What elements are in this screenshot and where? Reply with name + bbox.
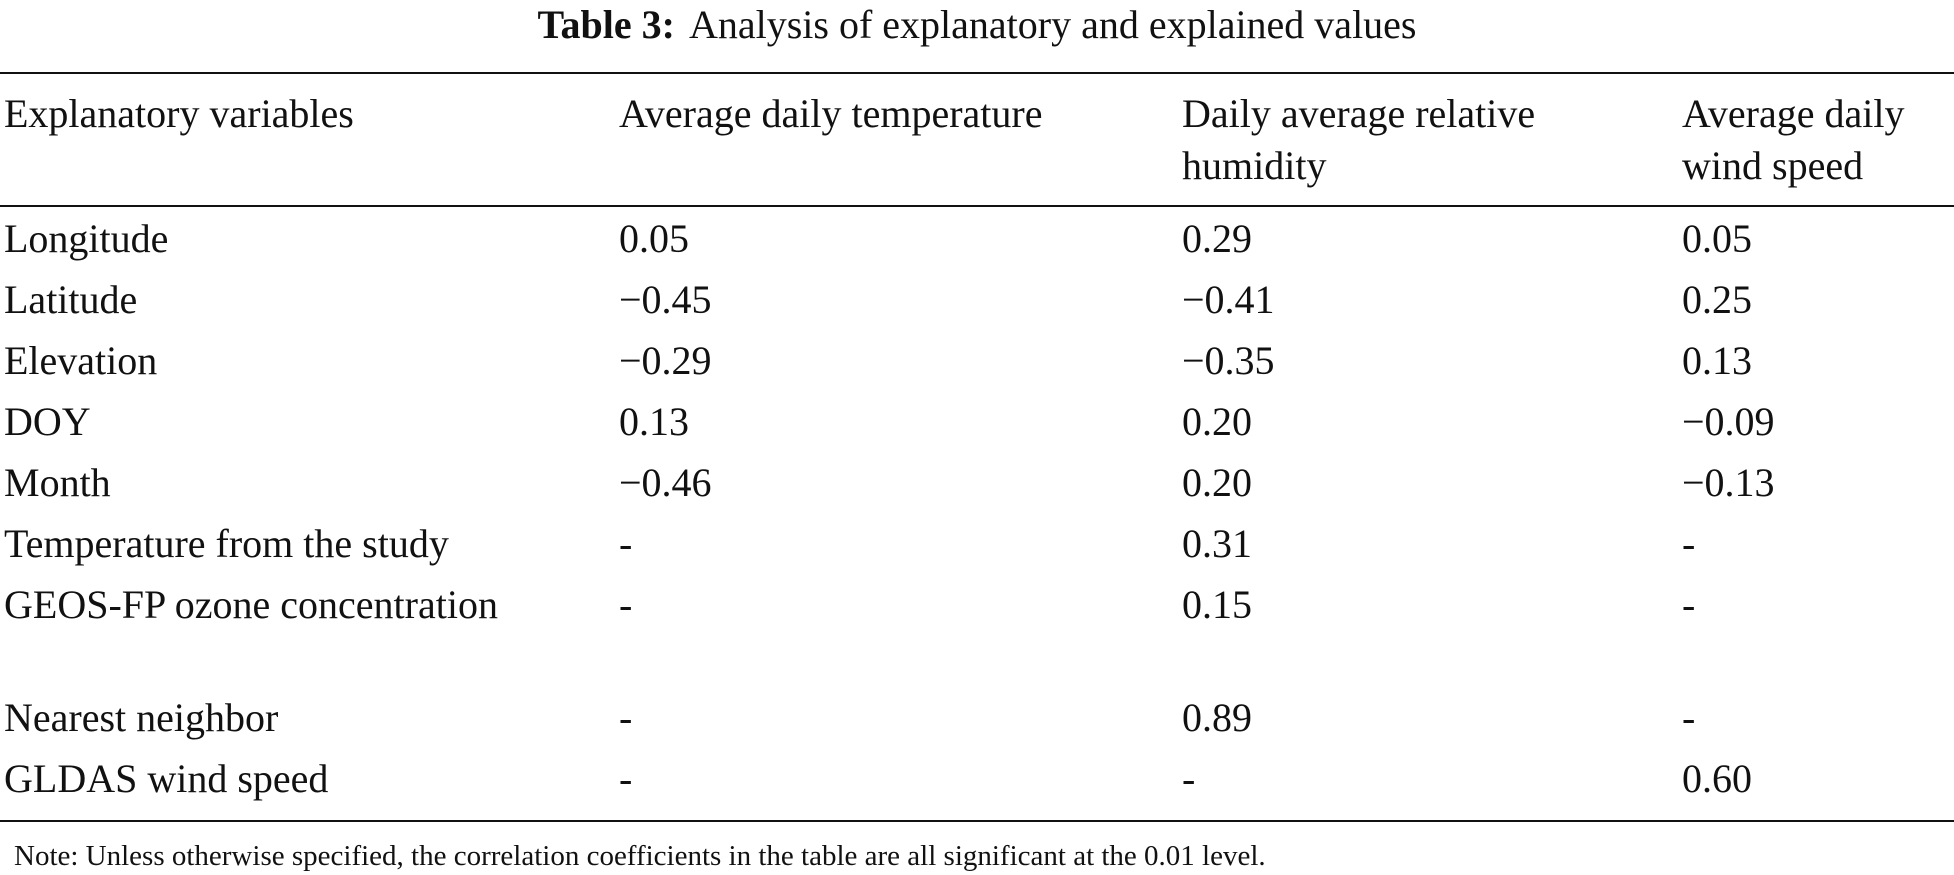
header-average-daily-wind-speed: Average daily wind speed	[1682, 91, 1905, 188]
table-row: GEOS-FP ozone concentration - 0.15 -	[0, 579, 1954, 692]
cell-humidity: −0.41	[1182, 277, 1275, 322]
cell-temperature: −0.45	[619, 277, 712, 322]
cell-wind-speed: 0.05	[1682, 216, 1752, 261]
table-row: Nearest neighbor - 0.89 -	[0, 692, 1954, 753]
table-container: Explanatory variables Average daily temp…	[0, 72, 1954, 822]
cell-humidity: 0.31	[1182, 521, 1252, 566]
header-row: Explanatory variables Average daily temp…	[0, 73, 1954, 206]
row-label: GEOS-FP ozone concentration	[4, 582, 498, 627]
row-label: Latitude	[4, 277, 138, 322]
header-average-daily-temperature: Average daily temperature	[619, 91, 1043, 136]
table-row: GLDAS wind speed - - 0.60	[0, 753, 1954, 821]
row-label: Nearest neighbor	[4, 695, 279, 740]
row-label: Month	[4, 460, 111, 505]
cell-temperature: 0.13	[619, 399, 689, 444]
table-row: Elevation −0.29 −0.35 0.13	[0, 335, 1954, 396]
header-daily-average-relative-humidity: Daily average relative humidity	[1182, 91, 1536, 188]
row-label: Longitude	[4, 216, 169, 261]
cell-humidity: 0.15	[1182, 582, 1252, 627]
cell-temperature: -	[619, 756, 633, 801]
cell-wind-speed: -	[1682, 695, 1696, 740]
table-caption: Table 3: Analysis of explanatory and expl…	[0, 0, 1954, 50]
table-label: Table 3:	[537, 2, 675, 47]
header-explanatory-variables: Explanatory variables	[4, 91, 354, 136]
data-table: Explanatory variables Average daily temp…	[0, 72, 1954, 822]
row-label: Temperature from the study	[4, 521, 449, 566]
cell-wind-speed: −0.13	[1682, 460, 1775, 505]
cell-humidity: 0.20	[1182, 460, 1252, 505]
table-title: Analysis of explanatory and explained va…	[688, 2, 1417, 47]
cell-humidity: -	[1182, 756, 1196, 801]
cell-wind-speed: −0.09	[1682, 399, 1775, 444]
cell-humidity: 0.29	[1182, 216, 1252, 261]
cell-humidity: −0.35	[1182, 338, 1275, 383]
cell-wind-speed: 0.13	[1682, 338, 1752, 383]
cell-wind-speed: -	[1682, 521, 1696, 566]
table-note: Note: Unless otherwise specified, the co…	[14, 840, 1266, 872]
cell-temperature: −0.29	[619, 338, 712, 383]
cell-wind-speed: 0.25	[1682, 277, 1752, 322]
cell-wind-speed: 0.60	[1682, 756, 1752, 801]
table-row: Latitude −0.45 −0.41 0.25	[0, 274, 1954, 335]
cell-humidity: 0.20	[1182, 399, 1252, 444]
cell-wind-speed: -	[1682, 582, 1696, 627]
cell-temperature: -	[619, 521, 633, 566]
table-row: Longitude 0.05 0.29 0.05	[0, 206, 1954, 274]
cell-temperature: -	[619, 582, 633, 627]
cell-temperature: 0.05	[619, 216, 689, 261]
row-label: Elevation	[4, 338, 158, 383]
row-label: DOY	[4, 399, 91, 444]
table-row: DOY 0.13 0.20 −0.09	[0, 396, 1954, 457]
cell-humidity: 0.89	[1182, 695, 1252, 740]
table-row: Temperature from the study - 0.31 -	[0, 518, 1954, 579]
cell-temperature: −0.46	[619, 460, 712, 505]
row-label: GLDAS wind speed	[4, 756, 329, 801]
cell-temperature: -	[619, 695, 633, 740]
table-row: Month −0.46 0.20 −0.13	[0, 457, 1954, 518]
